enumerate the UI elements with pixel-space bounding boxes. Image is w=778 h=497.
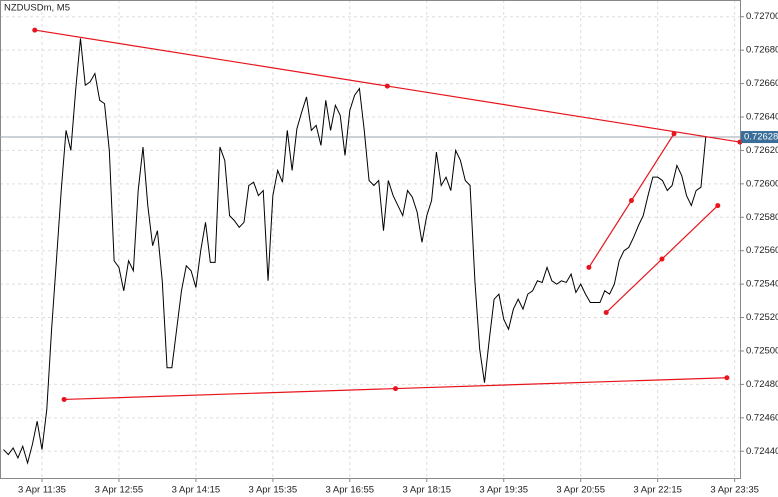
y-tick-label: 0.72640: [746, 112, 778, 123]
y-tick-label: 0.72700: [746, 11, 778, 22]
trendline-midpoint: [384, 83, 390, 89]
x-tick-label: 3 Apr 22:15: [633, 485, 682, 496]
x-tick-label: 3 Apr 14:15: [172, 485, 221, 496]
y-tick-label: 0.72540: [746, 279, 778, 290]
trendline-point: [715, 203, 721, 209]
y-tick-label: 0.72680: [746, 45, 778, 56]
x-tick-label: 3 Apr 18:15: [402, 485, 451, 496]
current-price-label: 0.72628: [744, 132, 778, 143]
chart-title: NZDUSDm, M5: [4, 3, 70, 14]
x-tick-label: 3 Apr 23:35: [710, 485, 759, 496]
trendline-point: [603, 310, 609, 316]
trendline-midpoint: [393, 386, 399, 392]
y-tick-label: 0.72560: [746, 245, 778, 256]
current-price-badge: [741, 131, 778, 144]
x-tick-label: 3 Apr 11:35: [18, 485, 66, 496]
plot-frame: [0, 0, 741, 479]
trendline-midpoint: [659, 256, 665, 262]
y-tick-label: 0.72660: [746, 78, 778, 89]
y-tick-label: 0.72480: [746, 379, 778, 390]
y-tick-label: 0.72440: [746, 446, 778, 457]
trendline-point: [671, 131, 677, 137]
y-tick-label: 0.72520: [746, 312, 778, 323]
x-tick-label: 3 Apr 19:35: [479, 485, 528, 496]
x-tick-label: 3 Apr 15:35: [249, 485, 298, 496]
y-tick-label: 0.72600: [746, 178, 778, 189]
x-tick-label: 3 Apr 16:55: [326, 485, 375, 496]
x-tick-label: 3 Apr 20:55: [556, 485, 605, 496]
trendline-midpoint: [628, 198, 634, 204]
x-tick-label: 3 Apr 12:55: [95, 485, 144, 496]
y-tick-label: 0.72500: [746, 345, 778, 356]
trendline-point: [586, 264, 592, 270]
trendline-point: [32, 27, 38, 33]
price-line: [3, 38, 707, 465]
trendline-point: [724, 375, 730, 381]
y-tick-label: 0.72580: [746, 212, 778, 223]
trendline-point: [61, 396, 67, 402]
grid: [0, 0, 740, 478]
y-tick-label: 0.72460: [746, 412, 778, 423]
y-tick-label: 0.72620: [746, 145, 778, 156]
